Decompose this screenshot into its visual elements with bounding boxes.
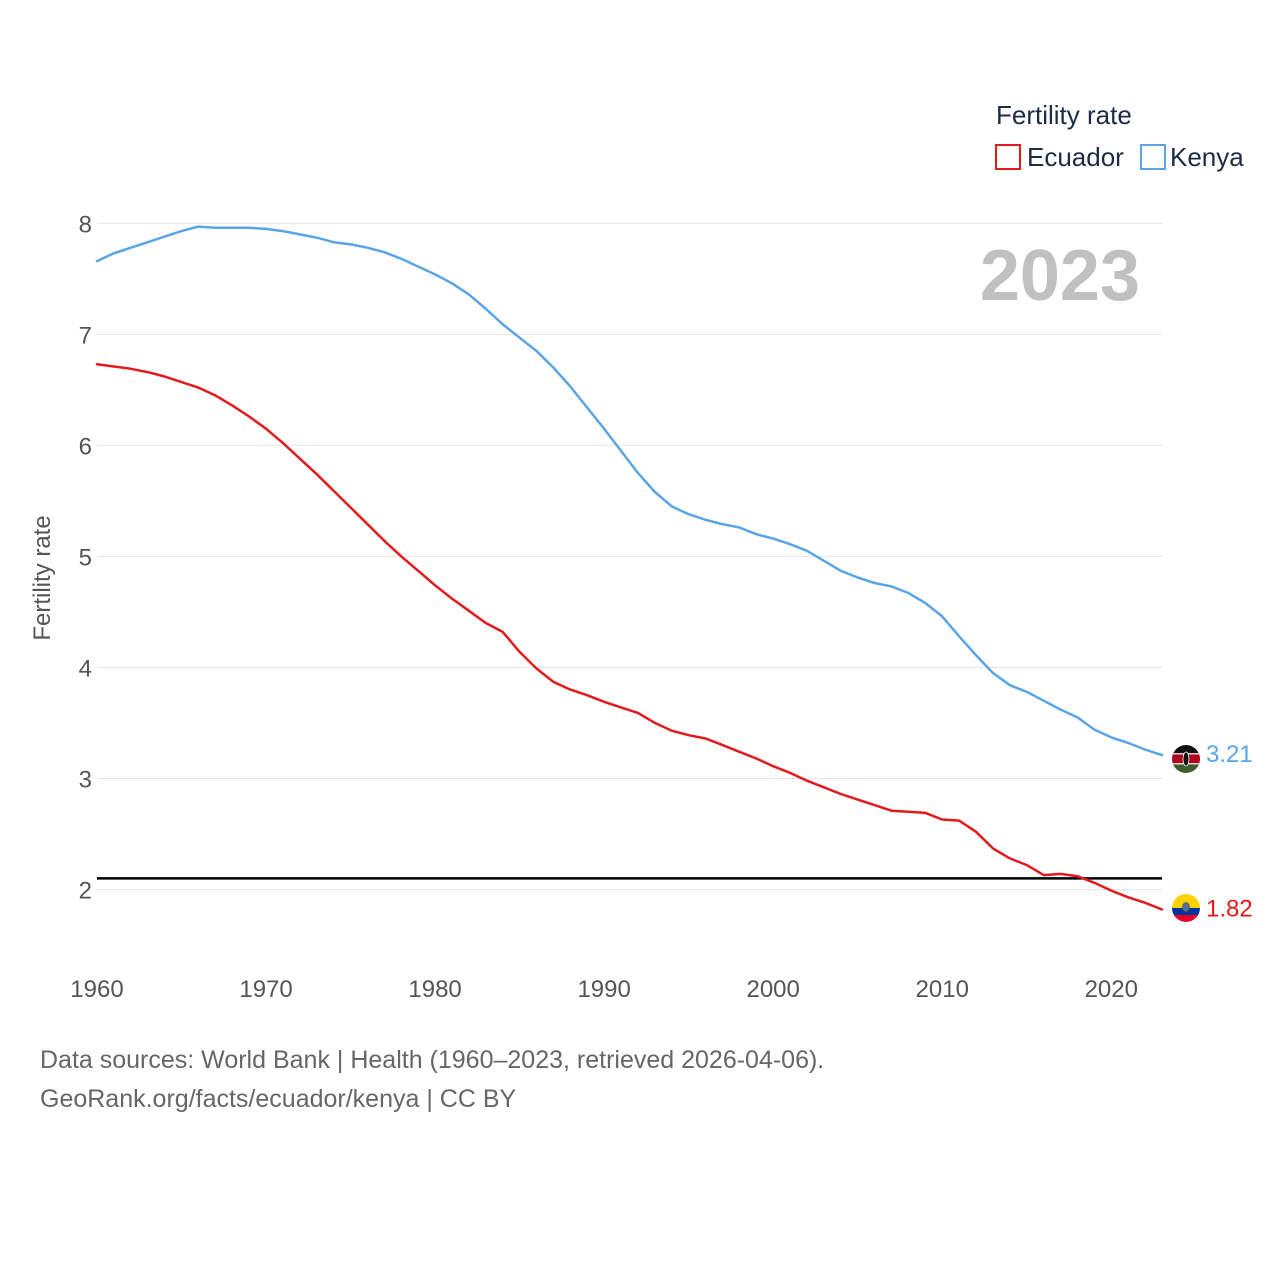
kenya-flag-icon [1172,745,1200,773]
y-tick-label-2: 2 [79,877,92,904]
year-label: 2023 [980,236,1140,316]
x-tick-label-1970: 1970 [239,976,292,1003]
x-tick-label-2020: 2020 [1085,976,1138,1003]
x-tick-label-1960: 1960 [70,976,123,1003]
series-end-markers: 1.82 3.21 [1206,741,1253,922]
footer-sources: Data sources: World Bank | Health (1960–… [40,1046,825,1074]
gridlines [97,222,1162,890]
series-line-kenya [95,225,1164,757]
y-tick-label-3: 3 [79,766,92,793]
end-value-kenya: 3.21 [1206,741,1253,768]
legend-label-ecuador: Ecuador [1027,142,1124,172]
y-axis-label: Fertility rate [29,515,56,640]
legend-item-kenya[interactable]: Kenya [1140,142,1244,172]
x-tick-label-2010: 2010 [916,976,969,1003]
x-tick-label-1990: 1990 [577,976,630,1003]
legend-label-kenya: Kenya [1170,142,1244,172]
y-tick-label-6: 6 [79,433,92,460]
end-value-ecuador: 1.82 [1206,895,1253,922]
y-tick-label-5: 5 [79,544,92,571]
series-line-ecuador [95,363,1164,911]
x-tick-label-1980: 1980 [408,976,461,1003]
legend-item-ecuador[interactable]: Ecuador [995,142,1124,172]
y-tick-label-7: 7 [79,322,92,349]
legend-swatch-ecuador [995,144,1021,170]
legend-swatch-kenya [1140,144,1166,170]
y-tick-label-4: 4 [79,655,92,682]
y-axis-ticks: 2 3 4 5 6 7 8 [79,211,92,904]
series-lines [95,225,1164,911]
x-axis-ticks: 1960 1970 1980 1990 2000 2010 2020 [70,976,1138,1003]
legend: Fertility rate Ecuador Kenya [995,100,1244,172]
ecuador-flag-icon [1172,894,1200,922]
legend-title: Fertility rate [996,100,1132,130]
x-tick-label-2000: 2000 [746,976,799,1003]
footer-attribution[interactable]: GeoRank.org/facts/ecuador/kenya | CC BY [40,1085,517,1113]
y-tick-label-8: 8 [79,211,92,238]
